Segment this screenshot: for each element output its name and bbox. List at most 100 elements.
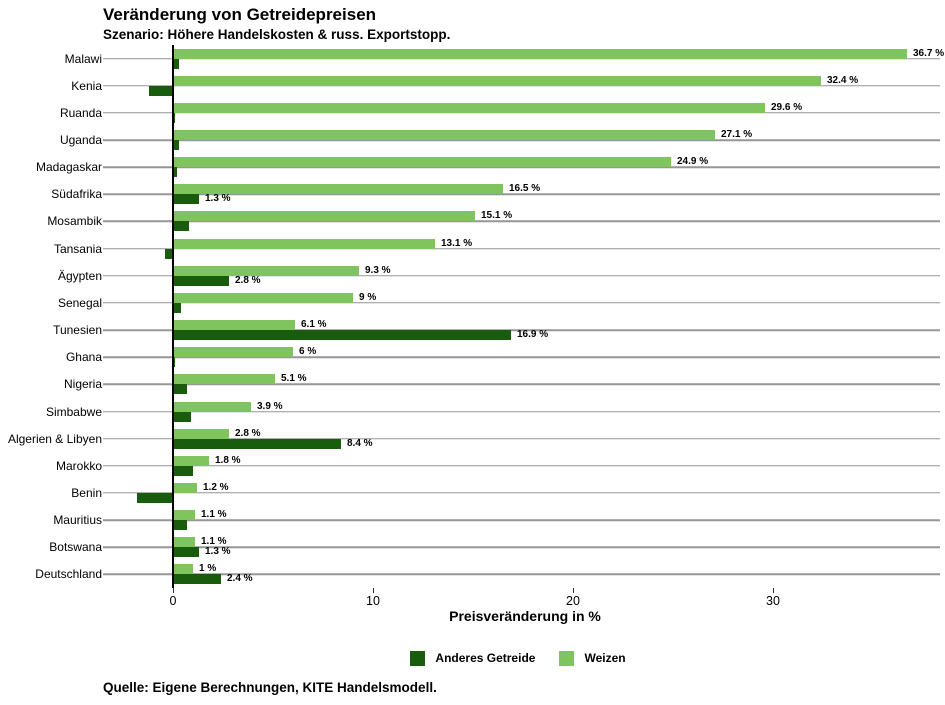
x-axis-tick: [772, 588, 774, 593]
category-label: Kenia: [71, 78, 102, 93]
weizen-bar: [173, 265, 359, 276]
weizen-bar: [173, 374, 275, 385]
anderes-getreide-bar: [173, 58, 179, 69]
bar-value-label: 32.4 %: [827, 74, 859, 86]
category-label: Nigeria: [63, 377, 102, 392]
anderes-getreide-bar: [173, 465, 193, 476]
anderes-getreide-bar: [173, 112, 175, 123]
chart-row: Tansania 13.1 %: [54, 235, 940, 262]
anderes-getreide-bar: [165, 248, 173, 259]
chart-row: Mauritius 1.1 %: [53, 507, 940, 534]
chart-subtitle: Szenario: Höhere Handelskosten & russ. E…: [103, 27, 451, 42]
category-label: Benin: [71, 485, 102, 500]
weizen-bar: [173, 157, 671, 168]
chart-row: Kenia 32.4 %: [71, 72, 940, 99]
chart-row: Südafrika 16.5 % 1.3 %: [51, 181, 940, 208]
bar-value-label: 2.8 %: [235, 427, 261, 439]
bar-value-label: 9.3 %: [365, 264, 391, 276]
chart-row: Ruanda 29.6 %: [60, 99, 940, 126]
anderes-getreide-bar: [173, 411, 191, 422]
anderes-getreide-bar: [173, 275, 229, 286]
chart-row: Uganda 27.1 %: [60, 126, 940, 153]
legend-swatch-anderes-getreide: [410, 650, 426, 666]
anderes-getreide-bar: [173, 384, 187, 395]
weizen-bar: [173, 401, 251, 412]
category-gridline: [103, 329, 940, 331]
bar-value-label: 9 %: [359, 291, 377, 303]
anderes-getreide-bar: [173, 330, 511, 341]
chart-row: Benin 1.2 %: [71, 479, 940, 506]
category-gridline: [103, 519, 940, 521]
category-gridline: [103, 573, 940, 576]
category-label: Ghana: [65, 350, 102, 365]
bar-value-label: 16.5 %: [509, 183, 541, 195]
anderes-getreide-bar: [173, 194, 199, 205]
category-label: Madagaskar: [35, 160, 102, 175]
chart-row: Madagaskar 24.9 %: [36, 154, 940, 181]
anderes-getreide-bar: [173, 167, 177, 178]
weizen-bar: [173, 130, 715, 140]
anderes-getreide-bar: [149, 85, 173, 96]
plot-panel: Malawi 36.7 % Kenia 32.4 % Ruanda 29.6 % Ugand…: [8, 45, 944, 588]
category-gridline: [103, 57, 940, 60]
category-label: Tansania: [53, 241, 102, 256]
category-label: Botswana: [49, 540, 102, 555]
weizen-bar: [173, 455, 209, 466]
chart-row: Marokko 1.8 %: [56, 452, 940, 479]
category-gridline: [103, 437, 940, 440]
weizen-bar: [173, 320, 295, 331]
bar-value-label: 1 %: [199, 563, 217, 575]
category-label: Tunesien: [53, 323, 102, 338]
chart-title: Veränderung von Getreidepreisen: [103, 5, 377, 24]
chart-header: Veränderung von Getreidepreisen Szenario…: [103, 5, 450, 43]
category-label: Ägypten: [57, 268, 102, 283]
category-gridline: [103, 193, 940, 196]
bar-value-label: 1.3 %: [205, 546, 231, 558]
bar-value-label: 1.2 %: [203, 481, 229, 493]
bar-value-label: 16.9 %: [517, 329, 549, 341]
bar-value-label: 3.9 %: [257, 400, 283, 412]
weizen-bar: [173, 428, 229, 439]
chart-row: Nigeria 5.1 %: [64, 371, 940, 398]
weizen-bar: [173, 347, 293, 358]
bar-value-label: 27.1 %: [721, 129, 753, 140]
weizen-bar: [173, 564, 193, 575]
category-label: Simbabwe: [45, 404, 102, 419]
chart-row: Tunesien 6.1 % 16.9 %: [53, 317, 940, 344]
weizen-bar: [173, 75, 821, 86]
x-axis-title: Preisveränderung in %: [449, 608, 601, 624]
anderes-getreide-bar: [173, 140, 179, 150]
weizen-bar: [173, 48, 907, 59]
anderes-getreide-bar: [173, 574, 221, 585]
anderes-getreide-bar: [173, 438, 341, 449]
category-label: Mosambik: [47, 214, 102, 229]
anderes-getreide-bar: [173, 357, 175, 368]
category-label: Senegal: [57, 295, 102, 310]
category-label: Südafrika: [51, 187, 102, 202]
category-label: Deutschland: [35, 567, 102, 582]
bar-value-label: 24.9 %: [677, 156, 709, 168]
category-label: Algerien & Libyen: [7, 431, 102, 446]
category-gridline: [103, 247, 940, 250]
category-label: Marokko: [55, 458, 102, 473]
anderes-getreide-bar: [173, 302, 181, 313]
x-axis-tick-label: 30: [766, 594, 780, 608]
category-gridline: [103, 112, 940, 114]
x-axis: 0 10 20 30: [110, 588, 940, 610]
chart-row: Ghana 6 %: [66, 344, 940, 371]
bar-value-label: 29.6 %: [771, 101, 803, 113]
x-axis-tick-label: 20: [566, 594, 580, 608]
anderes-getreide-bar: [137, 492, 173, 503]
bar-value-label: 2.4 %: [227, 573, 253, 585]
x-axis-tick: [172, 588, 174, 593]
category-label: Mauritius: [53, 513, 102, 528]
bar-value-label: 5.1 %: [281, 373, 307, 385]
x-axis-tick-label: 10: [366, 594, 380, 608]
bar-value-label: 6.1 %: [301, 319, 327, 331]
category-gridline: [103, 383, 940, 386]
category-gridline: [103, 84, 940, 87]
legend-label-weizen: Weizen: [584, 651, 626, 665]
bar-value-label: 13.1 %: [441, 237, 473, 249]
chart-row: Simbabwe 3.9 %: [46, 398, 940, 425]
